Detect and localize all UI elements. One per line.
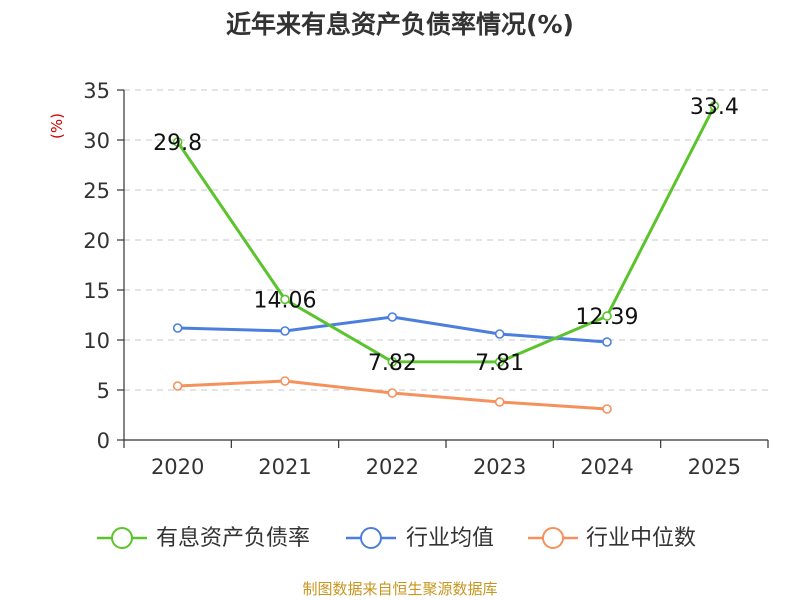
x-tick-label: 2024	[580, 455, 633, 479]
data-point	[387, 356, 398, 367]
x-tick-label: 2023	[473, 455, 526, 479]
legend-marker	[111, 527, 133, 549]
y-axis-label: (%)	[48, 113, 66, 139]
data-label: 29.8	[153, 131, 202, 156]
data-point	[387, 312, 398, 322]
x-tick-label: 2025	[688, 455, 741, 479]
legend-item-1: 行业均值	[346, 526, 494, 551]
data-label: 7.82	[368, 351, 417, 376]
data-label: 7.81	[475, 351, 524, 376]
legend-marker	[542, 527, 564, 549]
y-tick-label: 15	[83, 279, 110, 303]
legend-item-0: 有息资产负债率	[97, 526, 310, 551]
y-tick-label: 0	[97, 429, 110, 453]
y-tick-label: 5	[97, 379, 110, 403]
data-point	[602, 337, 612, 347]
data-point	[387, 388, 398, 398]
legend-label: 有息资产负债率	[156, 526, 310, 551]
data-label: 33.4	[690, 95, 739, 120]
y-tick-label: 25	[83, 179, 110, 203]
legend-label: 行业均值	[406, 526, 494, 551]
data-point	[709, 101, 720, 111]
series-line-0	[176, 105, 716, 364]
data-point	[172, 381, 183, 391]
y-tick-label: 30	[83, 129, 110, 153]
x-tick-label: 2022	[366, 455, 419, 479]
data-point	[280, 326, 290, 336]
grid-lines	[124, 89, 768, 391]
series-group	[172, 101, 720, 414]
data-point	[602, 311, 612, 321]
source-note: 制图数据来自恒生聚源数据库	[302, 580, 497, 598]
y-tick-label: 20	[83, 229, 110, 253]
data-label: 12.39	[576, 305, 639, 330]
data-point	[494, 357, 505, 367]
chart-title: 近年来有息资产负债率情况(%)	[226, 10, 574, 39]
y-tick-label: 35	[83, 79, 110, 103]
data-point	[494, 329, 505, 339]
legend: 有息资产负债率 行业均值 行业中位数	[97, 526, 696, 551]
data-point	[280, 376, 290, 386]
legend-marker	[360, 527, 382, 549]
data-point	[172, 323, 183, 333]
data-point	[280, 294, 290, 305]
data-point	[602, 404, 612, 414]
legend-label: 行业中位数	[586, 526, 696, 551]
data-labels: 29.8 14.06 7.82 7.81 12.39 33.4	[153, 95, 739, 376]
data-point	[172, 137, 183, 147]
legend-item-2: 行业中位数	[528, 526, 696, 551]
y-tick-label: 10	[83, 329, 110, 353]
x-tick-label: 2020	[151, 455, 204, 479]
data-label: 14.06	[254, 288, 317, 313]
data-point	[494, 397, 505, 407]
x-tick-label: 2021	[258, 455, 311, 479]
